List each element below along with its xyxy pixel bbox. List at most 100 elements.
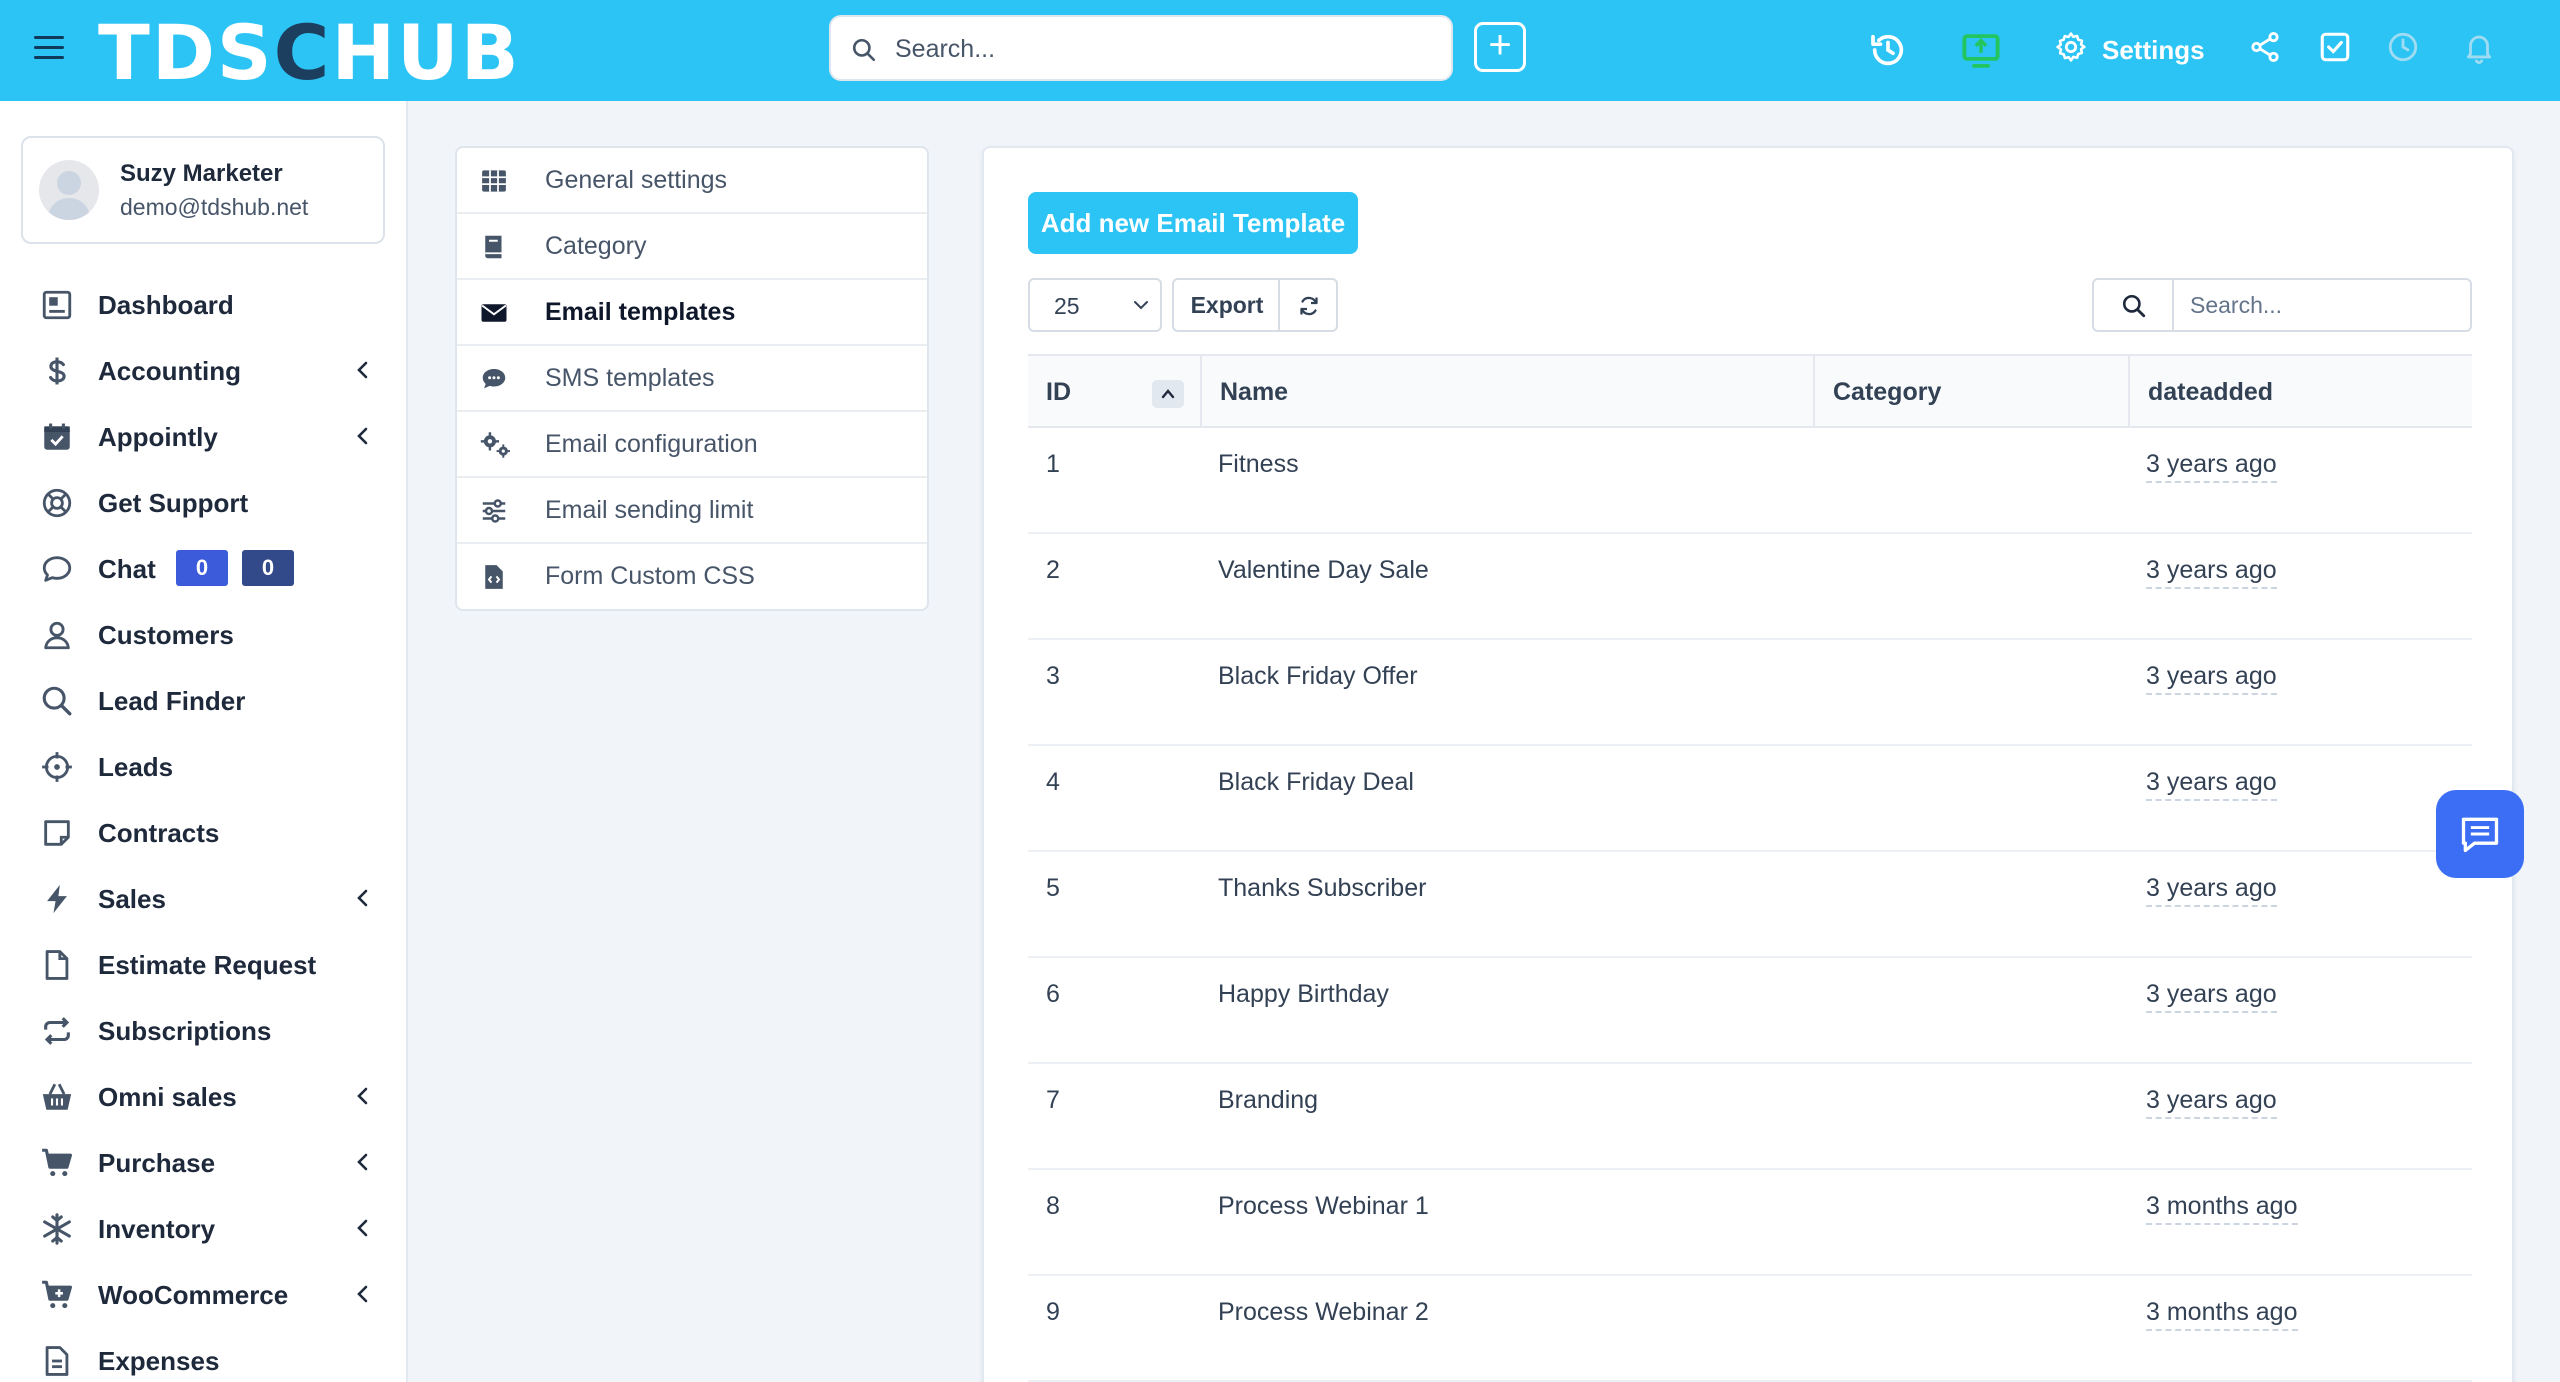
- history-icon[interactable]: [1868, 30, 1908, 70]
- sidebar-item-label: Customers: [98, 620, 234, 650]
- crosshair-icon: [42, 752, 72, 782]
- page-length-select[interactable]: 25: [1028, 278, 1162, 332]
- sidebar-item-customers[interactable]: Customers: [0, 604, 408, 664]
- quick-add-button[interactable]: +: [1474, 22, 1526, 72]
- chat-unread-badge: 0: [242, 550, 294, 586]
- sidebar-item-sales[interactable]: Sales: [0, 868, 408, 928]
- sidebar-item-expenses[interactable]: Expenses: [0, 1330, 408, 1382]
- table-row[interactable]: 8 Process Webinar 1 3 months ago: [1028, 1170, 2472, 1276]
- sidebar-item-lead-finder[interactable]: Lead Finder: [0, 670, 408, 730]
- submenu-item-sms-templates[interactable]: SMS templates: [457, 346, 927, 412]
- gear-icon[interactable]: [2054, 30, 2088, 64]
- dollar-icon: [49, 357, 66, 385]
- table-row[interactable]: 5 Thanks Subscriber 3 years ago: [1028, 852, 2472, 958]
- cell-dateadded: 3 years ago: [2146, 450, 2277, 483]
- sidebar-item-subscriptions[interactable]: Subscriptions: [0, 1000, 408, 1060]
- sms-bubble-icon: [482, 369, 506, 389]
- cart-plus-icon: [42, 1280, 73, 1309]
- cell-name[interactable]: Thanks Subscriber: [1218, 874, 1427, 902]
- submenu-item-label: SMS templates: [545, 364, 715, 392]
- reload-button[interactable]: [1278, 278, 1338, 332]
- cart-icon: [42, 1148, 73, 1177]
- cell-id: 8: [1046, 1192, 1060, 1220]
- submenu-item-category[interactable]: Category: [457, 214, 927, 280]
- column-header-dateadded[interactable]: dateadded: [2128, 356, 2472, 428]
- screen-share-icon[interactable]: [1960, 30, 2002, 72]
- submenu-item-label: Email configuration: [545, 430, 758, 458]
- sidebar-item-contracts[interactable]: Contracts: [0, 802, 408, 862]
- add-email-template-button[interactable]: Add new Email Template: [1028, 192, 1358, 254]
- settings-link[interactable]: Settings: [2102, 35, 2205, 65]
- column-header-label: ID: [1046, 378, 1071, 406]
- cell-name[interactable]: Process Webinar 1: [1218, 1192, 1429, 1220]
- sidebar-item-woocommerce[interactable]: WooCommerce: [0, 1264, 408, 1324]
- submenu-item-general-settings[interactable]: General settings: [457, 148, 927, 214]
- cell-id: 4: [1046, 768, 1060, 796]
- cell-name[interactable]: Process Webinar 2: [1218, 1298, 1429, 1326]
- chat-count-badge: 0: [176, 550, 228, 586]
- column-header-id[interactable]: ID: [1028, 356, 1200, 428]
- cell-name[interactable]: Fitness: [1218, 450, 1299, 478]
- user-profile-card[interactable]: Suzy Marketer demo@tdshub.net: [21, 136, 385, 244]
- contract-icon: [44, 820, 70, 846]
- submenu-item-label: Email sending limit: [545, 496, 754, 524]
- export-button[interactable]: Export: [1172, 278, 1280, 332]
- sidebar-item-leads[interactable]: Leads: [0, 736, 408, 796]
- cell-name[interactable]: Black Friday Offer: [1218, 662, 1418, 690]
- global-search-input[interactable]: [895, 27, 1435, 71]
- sort-ascending-indicator[interactable]: [1152, 380, 1184, 408]
- logo-text-mid: C: [273, 8, 332, 97]
- submenu-item-email-templates[interactable]: Email templates: [457, 280, 927, 346]
- sidebar-item-label: Sales: [98, 884, 166, 914]
- share-icon[interactable]: [2248, 30, 2282, 64]
- sidebar-item-purchase[interactable]: Purchase: [0, 1132, 408, 1192]
- cell-name[interactable]: Valentine Day Sale: [1218, 556, 1429, 584]
- sidebar-item-inventory[interactable]: Inventory: [0, 1198, 408, 1258]
- sidebar-item-dashboard[interactable]: Dashboard: [0, 274, 408, 334]
- table-row[interactable]: 3 Black Friday Offer 3 years ago: [1028, 640, 2472, 746]
- basket-icon: [42, 1083, 72, 1110]
- sidebar-item-get-support[interactable]: Get Support: [0, 472, 408, 532]
- table-row[interactable]: 2 Valentine Day Sale 3 years ago: [1028, 534, 2472, 640]
- cell-dateadded: 3 years ago: [2146, 874, 2277, 907]
- submenu-item-email-sending-limit[interactable]: Email sending limit: [457, 478, 927, 544]
- sidebar-item-chat[interactable]: Chat 0 0: [0, 538, 408, 598]
- cell-dateadded: 3 years ago: [2146, 556, 2277, 589]
- cell-name[interactable]: Black Friday Deal: [1218, 768, 1414, 796]
- table-row[interactable]: 9 Process Webinar 2 3 months ago: [1028, 1276, 2472, 1382]
- chat-bubble-icon: [42, 556, 72, 582]
- code-file-icon: [485, 565, 503, 589]
- table-search-input[interactable]: [2190, 288, 2460, 322]
- table-search-icon-box: [2094, 280, 2174, 330]
- table-row[interactable]: 1 Fitness 3 years ago: [1028, 428, 2472, 534]
- cell-name[interactable]: Branding: [1218, 1086, 1319, 1114]
- floating-chat-button[interactable]: [2436, 790, 2524, 878]
- bell-icon[interactable]: [2462, 30, 2496, 64]
- clock-icon[interactable]: [2386, 30, 2420, 64]
- lifebuoy-icon: [42, 488, 72, 518]
- cell-id: 6: [1046, 980, 1060, 1008]
- logo[interactable]: TDSCHUB: [98, 8, 521, 97]
- top-bar: TDSCHUB + Settings: [0, 0, 2560, 101]
- cell-name[interactable]: Happy Birthday: [1218, 980, 1389, 1008]
- hamburger-menu-icon[interactable]: [34, 36, 64, 62]
- sidebar-item-appointly[interactable]: Appointly: [0, 406, 408, 466]
- table-row[interactable]: 6 Happy Birthday 3 years ago: [1028, 958, 2472, 1064]
- submenu-item-email-configuration[interactable]: Email configuration: [457, 412, 927, 478]
- table-row[interactable]: 7 Branding 3 years ago: [1028, 1064, 2472, 1170]
- sidebar-item-accounting[interactable]: Accounting: [0, 340, 408, 400]
- submenu-item-form-custom-css[interactable]: Form Custom CSS: [457, 544, 927, 610]
- column-header-category[interactable]: Category: [1813, 356, 2128, 428]
- sidebar-item-label: Omni sales: [98, 1082, 237, 1112]
- chevron-left-icon: [357, 361, 368, 379]
- cell-id: 1: [1046, 450, 1060, 478]
- table-row[interactable]: 4 Black Friday Deal 3 years ago: [1028, 746, 2472, 852]
- task-check-icon[interactable]: [2318, 30, 2352, 64]
- page-length-value: 25: [1054, 293, 1080, 319]
- cell-id: 2: [1046, 556, 1060, 584]
- cell-dateadded: 3 years ago: [2146, 662, 2277, 695]
- logo-text-left: TDS: [98, 8, 274, 97]
- sidebar-item-omni-sales[interactable]: Omni sales: [0, 1066, 408, 1126]
- column-header-name[interactable]: Name: [1200, 356, 1813, 428]
- sidebar-item-estimate-request[interactable]: Estimate Request: [0, 934, 408, 994]
